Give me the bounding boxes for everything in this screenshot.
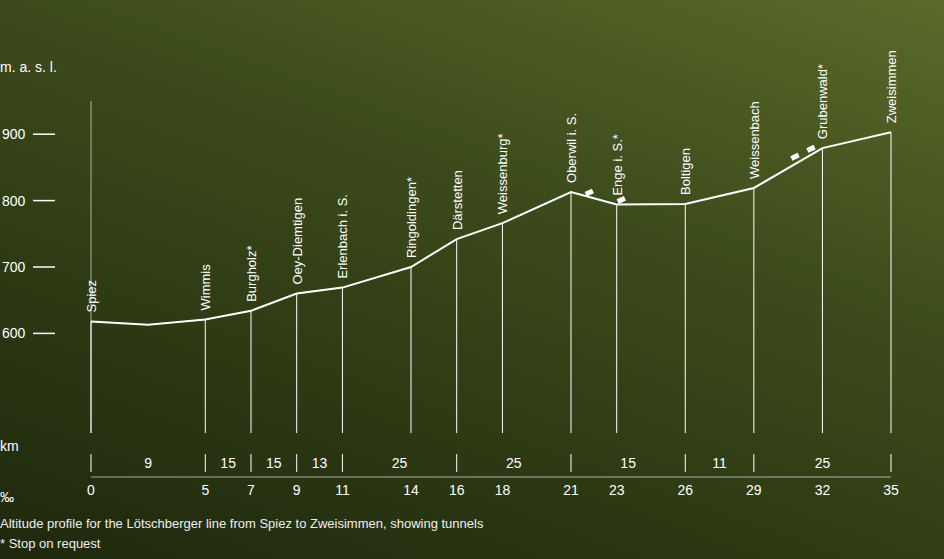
svg-text:13: 13 [312,455,328,471]
svg-text:Burgholz*: Burgholz* [244,245,259,301]
svg-text:Oey-Diemtigen: Oey-Diemtigen [290,198,305,285]
svg-text:11: 11 [712,455,727,471]
svg-text:32: 32 [815,482,831,498]
svg-text:15: 15 [620,455,636,471]
html-text:Altitude profile for the Lötsc: Altitude profile for the Lötschberger li… [0,516,484,531]
svg-text:35: 35 [883,482,899,498]
svg-text:Zweisimmen: Zweisimmen [884,50,899,123]
svg-text:18: 18 [495,482,511,498]
html-text:* Stop on request: * Stop on request [0,536,101,551]
svg-text:25: 25 [392,455,408,471]
svg-text:Spiez: Spiez [84,280,99,313]
svg-text:Ringoldingen*: Ringoldingen* [404,177,419,258]
svg-text:Weissenbach: Weissenbach [747,101,762,179]
svg-text:25: 25 [506,455,522,471]
svg-text:21: 21 [563,482,579,498]
svg-text:26: 26 [677,482,693,498]
svg-text:600: 600 [2,325,26,341]
svg-text:Därstetten: Därstetten [450,170,465,230]
svg-text:Wimmis: Wimmis [198,264,213,311]
html-text:m. a. s. l.: m. a. s. l. [0,59,57,75]
svg-text:Boltigen: Boltigen [678,148,693,195]
svg-text:Weissenburg*: Weissenburg* [495,133,510,214]
svg-text:Oberwil i. S.: Oberwil i. S. [564,113,579,183]
svg-text:700: 700 [2,259,26,275]
svg-text:Enge i. S.*: Enge i. S.* [610,134,625,195]
svg-text:15: 15 [266,455,282,471]
svg-text:9: 9 [144,455,152,471]
svg-text:25: 25 [815,455,831,471]
svg-text:29: 29 [746,482,762,498]
svg-text:11: 11 [335,482,350,498]
svg-text:Grubenwald*: Grubenwald* [815,64,830,139]
svg-text:14: 14 [403,482,419,498]
svg-text:5: 5 [201,482,209,498]
svg-text:7: 7 [247,482,255,498]
svg-text:15: 15 [220,455,236,471]
html-text:km: km [0,438,19,454]
svg-text:Erlenbach i. S.: Erlenbach i. S. [335,194,350,279]
svg-text:9: 9 [293,482,301,498]
svg-text:23: 23 [609,482,625,498]
svg-text:800: 800 [2,193,26,209]
svg-text:16: 16 [449,482,465,498]
svg-text:900: 900 [2,126,26,142]
svg-text:0: 0 [87,482,95,498]
